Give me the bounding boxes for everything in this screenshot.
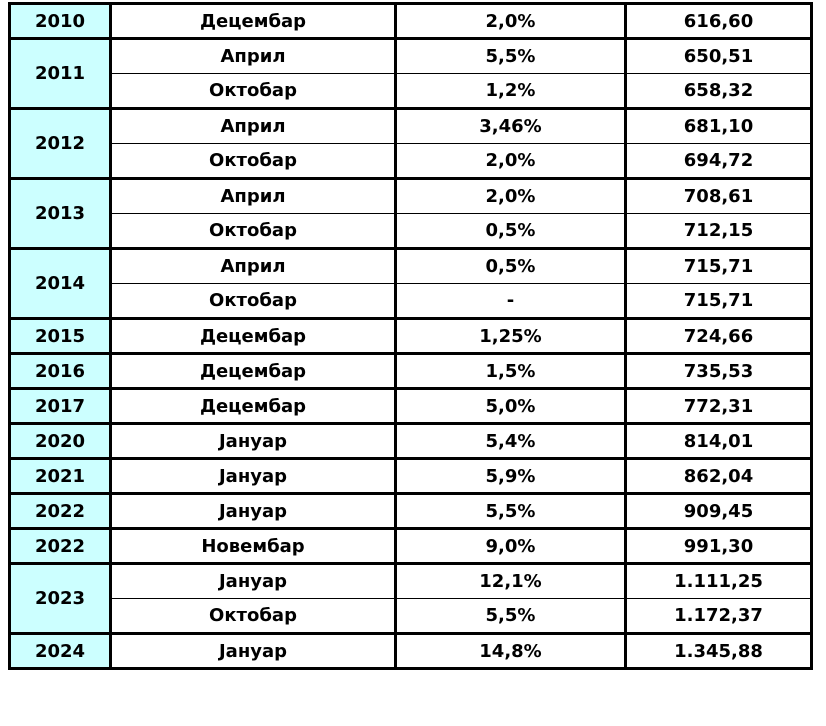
rates-table-body: 2010 Децембар 2,0% 616,60 2011 Април 5,5% 650,5…	[8, 2, 813, 670]
rate-cell: 5,5%	[394, 492, 627, 530]
rate-cell: 14,8%	[394, 632, 627, 670]
month-cell: Јануар	[109, 632, 397, 670]
rate-cell: 1,5%	[394, 352, 627, 390]
value-cell: 712,15	[624, 213, 813, 250]
month-cell: Април	[109, 107, 397, 144]
month-cell: Јануар	[109, 562, 397, 599]
value-cell: 814,01	[624, 422, 813, 460]
rate-cell: 12,1%	[394, 562, 627, 599]
table-row: 2010 Децембар 2,0% 616,60	[8, 2, 813, 40]
rate-cell: 3,46%	[394, 107, 627, 144]
table-row: 2014 Април 0,5% 715,71	[8, 247, 813, 320]
year-cell: 2013	[8, 177, 112, 250]
month-cell: Октобар	[109, 73, 397, 110]
rate-cell: 5,0%	[394, 387, 627, 425]
rate-cell: 2,0%	[394, 143, 627, 180]
year-cell: 2014	[8, 247, 112, 320]
rate-cell: 5,5%	[394, 598, 627, 635]
year-cell: 2016	[8, 352, 112, 390]
value-cell: 1.111,25	[624, 562, 813, 599]
rate-cell: 0,5%	[394, 213, 627, 250]
rate-cell: 2,0%	[394, 177, 627, 214]
year-cell: 2021	[8, 457, 112, 495]
month-cell: Јануар	[109, 492, 397, 530]
month-cell: Децембар	[109, 317, 397, 355]
rate-cell: 9,0%	[394, 527, 627, 565]
month-cell: Октобар	[109, 213, 397, 250]
month-cell: Октобар	[109, 283, 397, 320]
table-row: 2024 Јануар 14,8% 1.345,88	[8, 632, 813, 670]
value-cell: 658,32	[624, 73, 813, 110]
month-cell: Децембар	[109, 387, 397, 425]
rate-cell: 1,25%	[394, 317, 627, 355]
rate-cell: 1,2%	[394, 73, 627, 110]
value-cell: 862,04	[624, 457, 813, 495]
month-cell: Април	[109, 37, 397, 74]
rate-cell: 2,0%	[394, 2, 627, 40]
table-row: 2013 Април 2,0% 708,61	[8, 177, 813, 250]
value-cell: 715,71	[624, 247, 813, 284]
year-cell: 2023	[8, 562, 112, 635]
month-cell: Новембар	[109, 527, 397, 565]
value-cell: 724,66	[624, 317, 813, 355]
value-cell: 616,60	[624, 2, 813, 40]
year-cell: 2015	[8, 317, 112, 355]
value-cell: 715,71	[624, 283, 813, 320]
month-cell: Октобар	[109, 143, 397, 180]
rate-cell: 5,4%	[394, 422, 627, 460]
month-cell: Април	[109, 247, 397, 284]
value-cell: 735,53	[624, 352, 813, 390]
month-cell: Април	[109, 177, 397, 214]
rates-table-container: 2010 Децембар 2,0% 616,60 2011 Април 5,5% 650,5…	[8, 2, 813, 670]
year-cell: 2017	[8, 387, 112, 425]
year-cell: 2024	[8, 632, 112, 670]
table-row: 2020 Јануар 5,4% 814,01	[8, 422, 813, 460]
rate-cell: 0,5%	[394, 247, 627, 284]
value-cell: 694,72	[624, 143, 813, 180]
table-row: 2016 Децембар 1,5% 735,53	[8, 352, 813, 390]
rate-cell: -	[394, 283, 627, 320]
year-cell: 2020	[8, 422, 112, 460]
value-cell: 650,51	[624, 37, 813, 74]
year-cell: 2010	[8, 2, 112, 40]
year-cell: 2022	[8, 492, 112, 530]
table-row: Октобар 1,2% 658,32	[10, 73, 813, 110]
month-cell: Октобар	[109, 598, 397, 635]
table-row: 2011 Април 5,5% 650,51	[8, 37, 813, 110]
year-cell: 2022	[8, 527, 112, 565]
table-row: Октобар 2,0% 694,72	[10, 143, 813, 180]
table-row: 2017 Децембар 5,0% 772,31	[8, 387, 813, 425]
value-cell: 1.345,88	[624, 632, 813, 670]
table-row: Октобар -715,71	[10, 283, 813, 320]
value-cell: 681,10	[624, 107, 813, 144]
rates-table: 2010 Децембар 2,0% 616,60 2011 Април 5,5% 650,5…	[8, 2, 813, 670]
year-cell: 2011	[8, 37, 112, 110]
table-row: Октобар 0,5% 712,15	[10, 213, 813, 250]
month-cell: Децембар	[109, 2, 397, 40]
table-row: 2021 Јануар 5,9% 862,04	[8, 457, 813, 495]
table-row: 2022 Јануар 5,5% 909,45	[8, 492, 813, 530]
month-cell: Децембар	[109, 352, 397, 390]
value-cell: 1.172,37	[624, 598, 813, 635]
value-cell: 708,61	[624, 177, 813, 214]
table-row: 2012 Април 3,46% 681,10	[8, 107, 813, 180]
value-cell: 772,31	[624, 387, 813, 425]
month-cell: Јануар	[109, 422, 397, 460]
value-cell: 991,30	[624, 527, 813, 565]
table-row: 2023 Јануар 12,1% 1.111,25	[8, 562, 813, 635]
table-row: 2015 Децембар 1,25% 724,66	[8, 317, 813, 355]
year-cell: 2012	[8, 107, 112, 180]
rate-cell: 5,5%	[394, 37, 627, 74]
month-cell: Јануар	[109, 457, 397, 495]
value-cell: 909,45	[624, 492, 813, 530]
rate-cell: 5,9%	[394, 457, 627, 495]
table-row: Октобар 5,5% 1.172,37	[10, 598, 813, 635]
table-row: 2022 Новембар 9,0% 991,30	[8, 527, 813, 565]
